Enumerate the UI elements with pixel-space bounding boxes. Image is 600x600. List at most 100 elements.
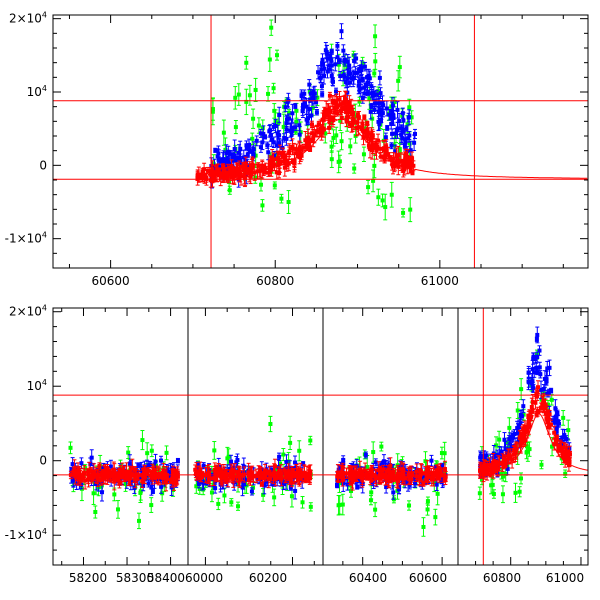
data-point xyxy=(307,107,312,112)
data-point xyxy=(298,151,303,156)
data-point xyxy=(245,152,250,157)
data-point xyxy=(275,131,280,136)
data-point xyxy=(376,109,381,114)
data-point xyxy=(372,163,377,168)
data-point xyxy=(295,152,300,157)
data-point xyxy=(307,141,312,146)
data-point xyxy=(338,102,343,107)
data-point xyxy=(115,507,120,512)
data-point xyxy=(406,136,411,141)
data-point xyxy=(319,130,324,135)
data-point xyxy=(122,471,127,476)
y-tick-label-base: 2×10 xyxy=(9,12,42,26)
data-point xyxy=(129,472,134,477)
data-point xyxy=(252,170,257,175)
data-point xyxy=(145,451,150,456)
data-point xyxy=(266,150,271,155)
data-point xyxy=(401,118,406,123)
data-point xyxy=(213,148,218,153)
data-point xyxy=(129,478,134,483)
data-point xyxy=(285,117,290,122)
data-point xyxy=(357,99,362,104)
data-point xyxy=(258,182,263,187)
data-point xyxy=(260,475,265,480)
data-point xyxy=(89,474,94,479)
data-point xyxy=(323,131,328,136)
data-point xyxy=(347,122,352,127)
data-point xyxy=(268,422,273,427)
data-point xyxy=(242,173,247,178)
data-point xyxy=(221,130,226,135)
data-point xyxy=(213,486,218,491)
data-point xyxy=(377,100,382,105)
data-point xyxy=(300,106,305,111)
data-point xyxy=(149,484,154,489)
y-tick-label: 104 xyxy=(27,84,47,99)
data-point xyxy=(162,474,167,479)
data-point xyxy=(281,154,286,159)
data-point xyxy=(286,459,291,464)
data-point xyxy=(237,166,242,171)
data-point xyxy=(369,134,374,139)
data-point xyxy=(341,48,346,53)
x-tick-label: 60600 xyxy=(92,274,130,288)
data-point xyxy=(393,149,398,154)
data-point xyxy=(333,62,338,67)
data-point xyxy=(312,132,317,137)
data-point xyxy=(150,489,155,494)
plot-area xyxy=(195,19,588,223)
data-point xyxy=(328,53,333,58)
data-point xyxy=(131,473,136,478)
data-point xyxy=(337,97,342,102)
data-point xyxy=(373,59,378,64)
data-point xyxy=(83,466,88,471)
data-point xyxy=(153,472,158,477)
data-point xyxy=(160,475,165,480)
y-tick-label-exponent: 4 xyxy=(42,84,47,93)
data-point xyxy=(304,145,309,150)
data-point xyxy=(377,75,382,80)
data-point xyxy=(373,34,378,39)
data-point xyxy=(230,157,235,162)
data-point xyxy=(89,455,94,460)
data-point xyxy=(392,164,397,169)
data-point xyxy=(406,161,411,166)
data-point xyxy=(98,478,103,483)
data-point xyxy=(314,110,319,115)
data-point xyxy=(243,164,248,169)
data-point xyxy=(327,93,332,98)
data-point xyxy=(380,198,385,203)
data-point xyxy=(271,86,276,91)
data-point xyxy=(338,118,343,123)
data-point xyxy=(227,151,232,156)
plot-area xyxy=(68,326,588,537)
data-point xyxy=(149,448,154,453)
data-point xyxy=(207,169,212,174)
data-point xyxy=(356,125,361,130)
data-point xyxy=(223,147,228,152)
data-point xyxy=(332,110,337,115)
data-point xyxy=(384,106,389,111)
data-point xyxy=(272,108,277,113)
data-point xyxy=(401,210,406,215)
data-point xyxy=(266,170,271,175)
data-point xyxy=(231,171,236,176)
data-point xyxy=(360,121,365,126)
data-point xyxy=(251,116,256,121)
data-point xyxy=(299,93,304,98)
data-point xyxy=(314,100,319,105)
data-point xyxy=(338,74,343,79)
y-tick-label-base: -1×10 xyxy=(5,232,42,246)
data-point xyxy=(250,136,255,141)
data-point xyxy=(198,467,203,472)
data-point xyxy=(161,471,166,476)
data-point xyxy=(258,131,263,136)
data-point xyxy=(261,492,266,497)
data-point xyxy=(372,101,377,106)
data-point xyxy=(236,155,241,160)
data-point xyxy=(210,167,215,172)
data-point xyxy=(211,174,216,179)
data-point xyxy=(210,179,215,184)
data-point xyxy=(374,92,379,97)
data-point xyxy=(262,170,267,175)
